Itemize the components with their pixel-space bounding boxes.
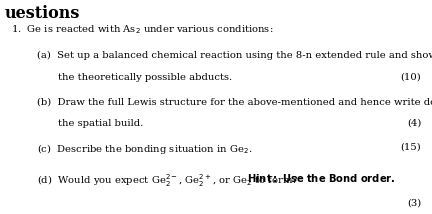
Text: (a)  Set up a balanced chemical reaction using the 8-n extended rule and show al: (a) Set up a balanced chemical reaction … (37, 51, 432, 61)
Text: 1.  Ge is reacted with As$_2$ under various conditions:: 1. Ge is reacted with As$_2$ under vario… (11, 24, 273, 36)
Text: (3): (3) (407, 199, 421, 208)
Text: (10): (10) (400, 73, 421, 82)
Text: uestions: uestions (4, 5, 79, 22)
Text: (4): (4) (407, 119, 421, 128)
Text: the spatial build.: the spatial build. (58, 119, 143, 128)
Text: the theoretically possible abducts.: the theoretically possible abducts. (58, 73, 232, 82)
Text: (d)  Would you expect Ge$_2^{2-}$, Ge$_2^{2+}$, or Ge$_2$ to form?: (d) Would you expect Ge$_2^{2-}$, Ge$_2^… (37, 172, 298, 189)
Text: $\bf{Hint:\ Use\ the\ Bond\ order.}$: $\bf{Hint:\ Use\ the\ Bond\ order.}$ (244, 172, 396, 184)
Text: (c)  Describe the bonding situation in Ge$_2$.: (c) Describe the bonding situation in Ge… (37, 142, 252, 156)
Text: (b)  Draw the full Lewis structure for the above-mentioned and hence write down: (b) Draw the full Lewis structure for th… (37, 97, 432, 106)
Text: (15): (15) (400, 142, 421, 151)
